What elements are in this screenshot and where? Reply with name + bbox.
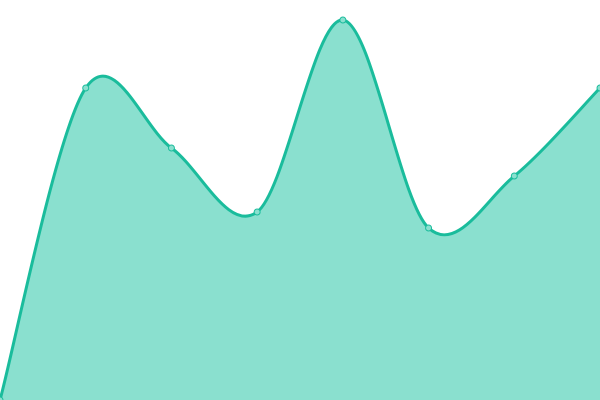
data-point-6 [510, 172, 518, 180]
area-fill [0, 19, 600, 400]
data-point-2 [167, 144, 175, 152]
data-point-1 [82, 84, 90, 92]
data-point-0 [0, 396, 4, 400]
data-point-7 [596, 84, 600, 92]
data-point-5 [425, 224, 433, 232]
series-line [0, 18, 600, 400]
data-point-3 [253, 208, 261, 216]
markers [0, 16, 600, 400]
data-point-4 [339, 16, 347, 24]
